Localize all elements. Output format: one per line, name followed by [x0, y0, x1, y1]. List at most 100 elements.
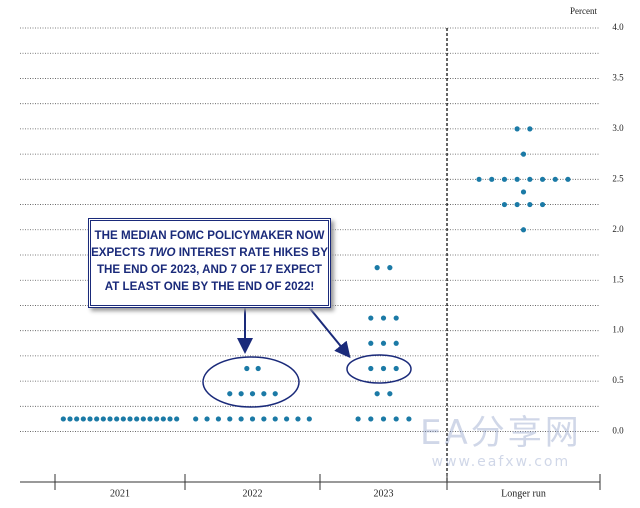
arrow: [302, 299, 351, 359]
dot: [406, 416, 412, 422]
dot: [374, 265, 380, 271]
dot: [527, 176, 533, 182]
dot: [387, 265, 393, 271]
dot: [380, 416, 387, 422]
dot: [368, 340, 374, 346]
dot: [147, 416, 153, 422]
dot: [249, 416, 256, 422]
dot: [539, 176, 546, 182]
annotation-text: THE MEDIAN FOMC POLICYMAKER NOW: [94, 229, 325, 242]
dot: [387, 391, 393, 397]
dot: [476, 176, 482, 182]
x-tick-label: 2023: [374, 488, 394, 499]
dot: [355, 416, 361, 422]
x-tick-label: Longer run: [501, 488, 546, 499]
dot: [127, 416, 133, 422]
dot: [393, 365, 399, 372]
dot: [565, 176, 571, 182]
y-tick-label: 3.5: [612, 73, 624, 83]
y-tick-label: 0.5: [612, 375, 624, 385]
y-tick-label: 1.5: [612, 274, 624, 284]
y-tick-label: 4.0: [612, 22, 624, 32]
dot: [283, 416, 290, 422]
dot: [380, 340, 387, 346]
dot: [193, 416, 199, 422]
highlight-ellipse: [346, 354, 412, 384]
dot: [227, 416, 233, 422]
y-tick-label: 2.0: [612, 224, 624, 234]
dot: [94, 416, 100, 422]
dot: [249, 391, 256, 397]
dot: [114, 416, 120, 422]
dot: [520, 227, 527, 233]
dot: [489, 176, 495, 182]
dot: [514, 201, 520, 208]
dot: [527, 126, 533, 132]
dot: [227, 391, 233, 397]
annotation-line: AT LEAST ONE BY THE END OF 2022!: [91, 278, 328, 295]
dot: [514, 176, 520, 182]
dot: [520, 189, 527, 195]
dot: [501, 176, 508, 182]
dot: [215, 416, 222, 422]
annotation-text: THE END OF 2023, AND 7 OF 17 EXPECT: [96, 263, 323, 276]
dot: [244, 365, 250, 372]
dot: [80, 416, 86, 422]
y-axis-label: Percent: [570, 6, 597, 16]
dot: [140, 416, 146, 422]
dot: [527, 201, 533, 208]
annotation-emphasis: TWO: [148, 246, 176, 259]
watermark: EA分享网 www.eafxw.com: [420, 405, 582, 470]
annotation-line: THE END OF 2023, AND 7 OF 17 EXPECT: [91, 261, 328, 278]
dot: [393, 315, 399, 321]
annotation-text: AT LEAST ONE BY THE END OF 2022!: [104, 280, 315, 293]
dot: [272, 416, 278, 422]
dot: [295, 416, 301, 422]
dot: [204, 416, 210, 422]
x-tick-label: 2021: [110, 488, 130, 499]
dot: [238, 391, 244, 397]
dot: [107, 416, 113, 422]
dot: [552, 176, 558, 182]
watermark-text: EA分享网: [420, 413, 582, 453]
dot: [60, 416, 66, 422]
dot: [380, 315, 387, 321]
dot: [374, 391, 380, 397]
dot: [167, 416, 173, 422]
dot: [306, 416, 312, 422]
dot: [255, 365, 261, 372]
y-tick-label: 0.0: [612, 426, 624, 436]
dot: [87, 416, 93, 422]
dot: [154, 416, 160, 422]
dot: [393, 340, 399, 346]
dot: [120, 416, 126, 422]
y-tick-label: 3.0: [612, 123, 624, 133]
dot: [368, 365, 374, 372]
y-tick-label: 2.5: [612, 173, 624, 183]
annotation-line: THE MEDIAN FOMC POLICYMAKER NOW: [91, 227, 328, 244]
dot: [74, 416, 80, 422]
dot: [368, 416, 374, 422]
dot: [160, 416, 166, 422]
dot: [100, 416, 106, 422]
dot: [67, 416, 73, 422]
dot: [380, 365, 387, 372]
dot: [368, 315, 374, 321]
annotation-line: EXPECTS TWO INTEREST RATE HIKES BY: [91, 244, 328, 261]
dot: [539, 201, 546, 208]
dot: [238, 416, 244, 422]
dot: [261, 391, 267, 397]
dot: [174, 416, 180, 422]
dot: [520, 151, 527, 157]
x-tick-label: 2022: [243, 488, 263, 499]
annotation-text: EXPECTS: [91, 246, 146, 259]
y-tick-label: 1.0: [612, 325, 624, 335]
dot: [501, 201, 508, 208]
annotation-text: INTEREST RATE HIKES BY: [178, 246, 328, 259]
dot: [261, 416, 267, 422]
dot: [393, 416, 399, 422]
watermark-url: www.eafxw.com: [431, 454, 571, 470]
highlight-ellipse: [202, 356, 300, 408]
